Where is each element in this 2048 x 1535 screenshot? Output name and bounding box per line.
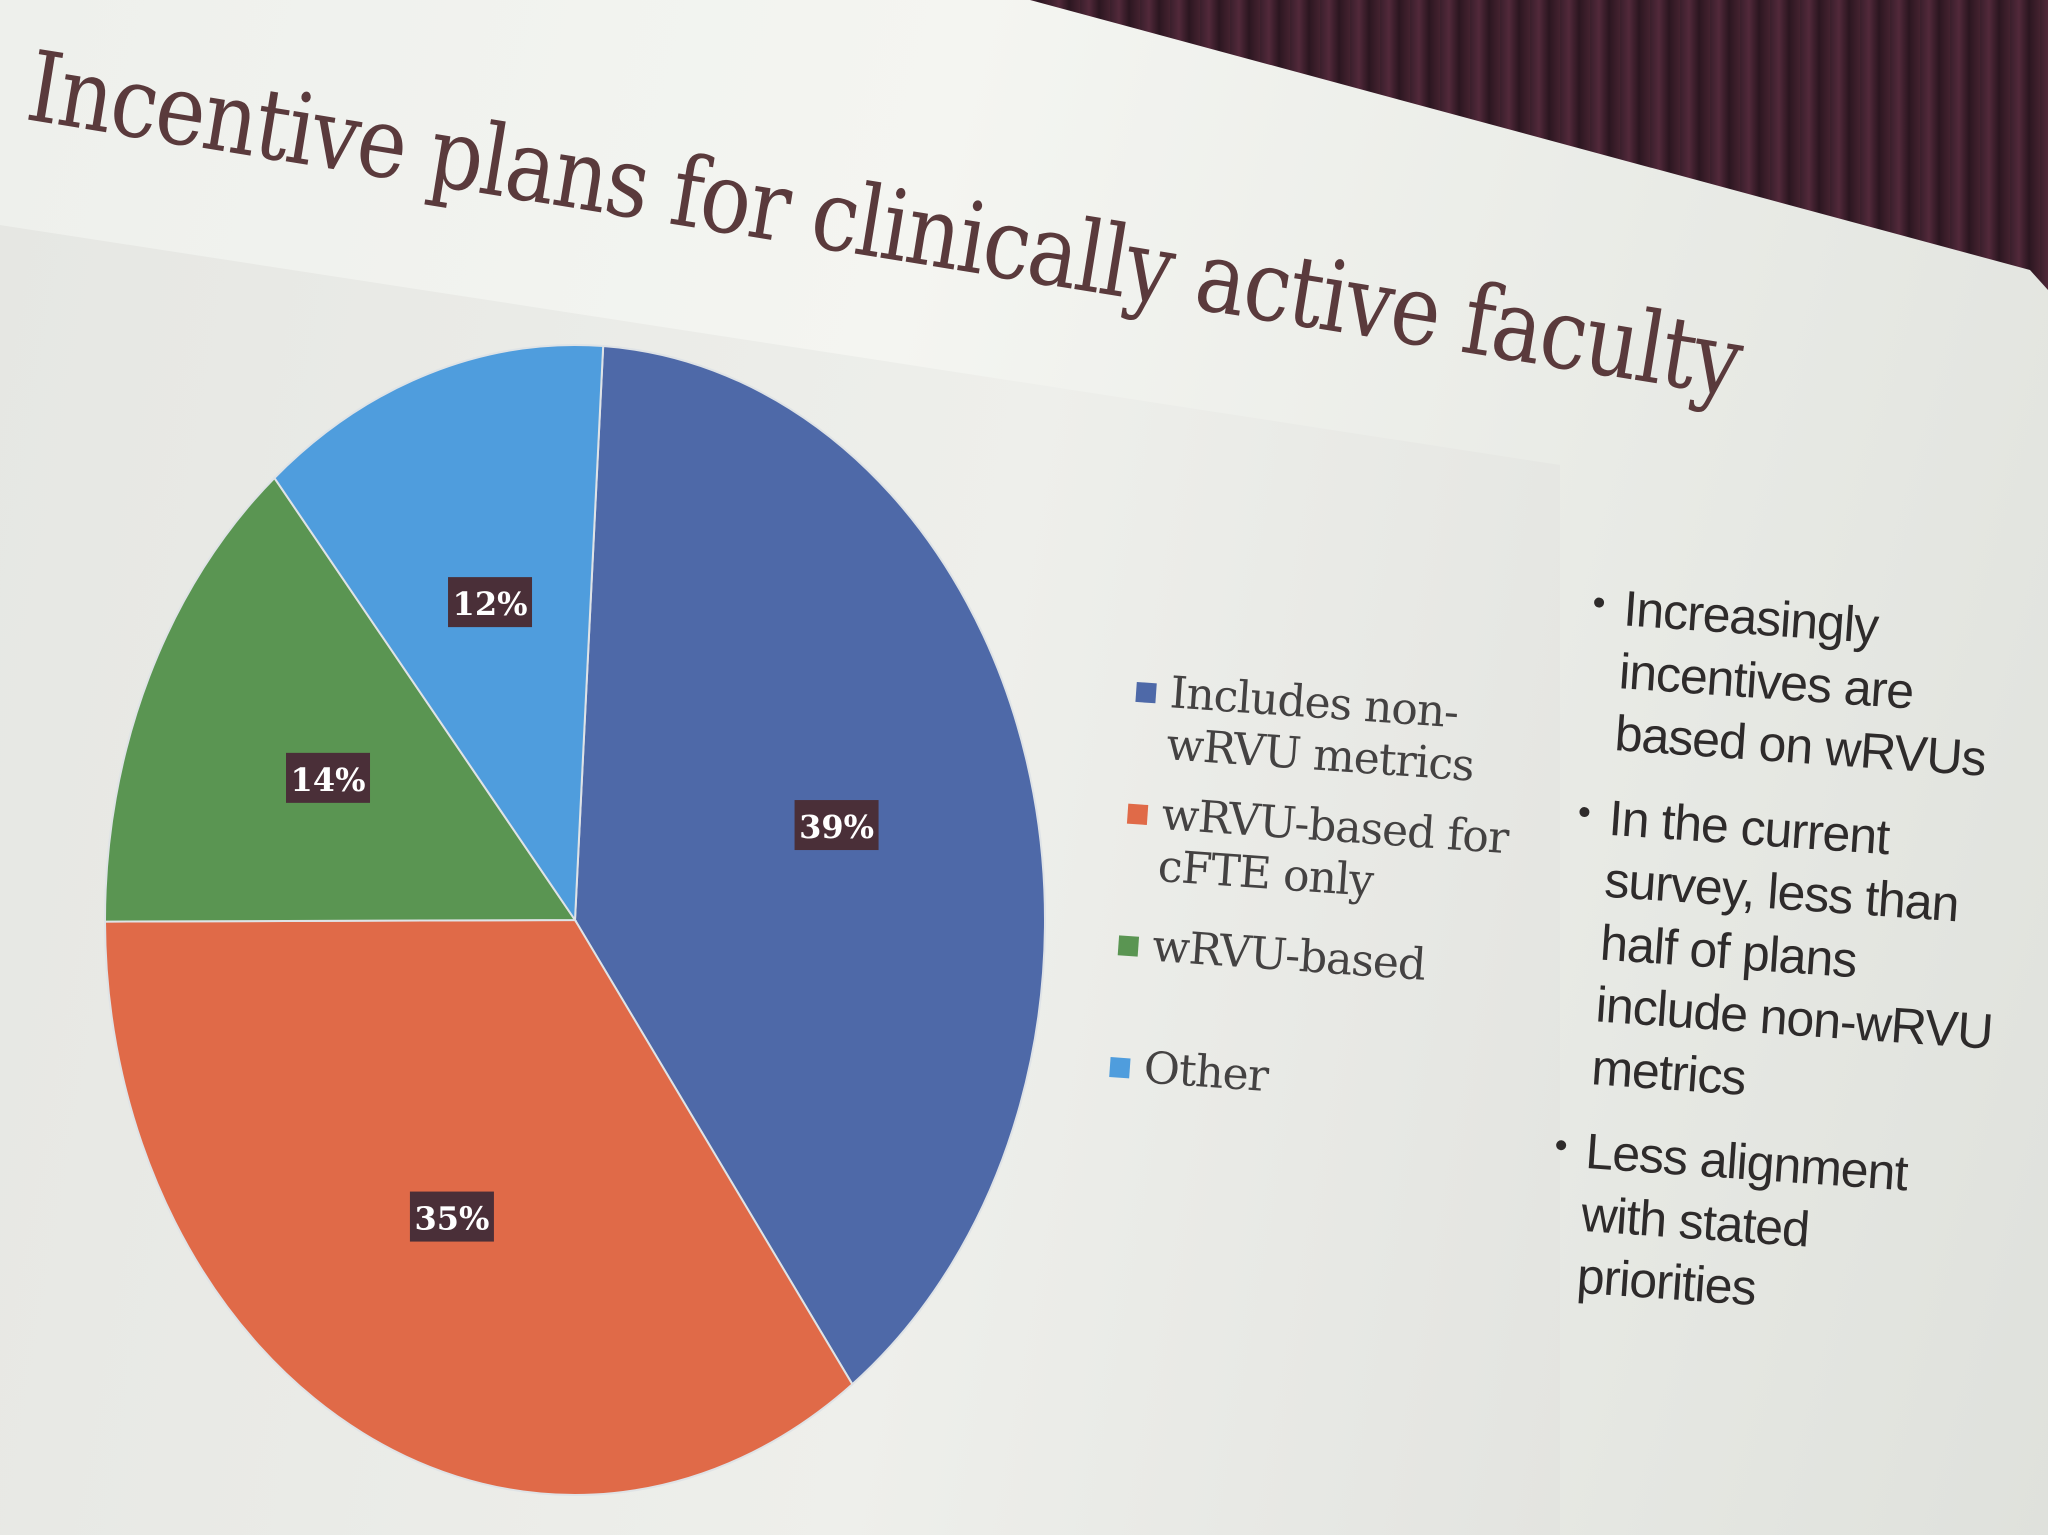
legend-label-cfte: wRVU-based for cFTE only (1156, 788, 1510, 907)
legend-swatch-other (1109, 1056, 1131, 1078)
pie-slice-non-wrvu (573, 344, 1046, 1386)
legend-label-wrvu: wRVU-based (1150, 920, 1427, 991)
legend-label-other: Other (1142, 1041, 1270, 1102)
data-label-wrvu: 14% (286, 752, 371, 803)
pie-slice-wrvu (104, 476, 577, 923)
data-label-box (794, 800, 879, 851)
data-label-box (409, 1191, 494, 1242)
legend-label-non-wrvu: Includes non-wRVU metrics (1164, 667, 1476, 792)
bullet-list: Increasingly incentives are based on wRV… (1541, 575, 2031, 1335)
data-label-text: 39% (799, 808, 874, 846)
data-label-text: 35% (414, 1200, 489, 1238)
chart-legend: Includes non-wRVU metrics wRVU-based for… (1108, 665, 1577, 1122)
bullet-text: Increasingly incentives are based on wRV… (1613, 580, 1988, 787)
data-label-text: 12% (453, 585, 528, 623)
bullet-item: Less alignment with stated priorities (1541, 1118, 1993, 1336)
legend-swatch-wrvu (1117, 934, 1140, 957)
data-label-text: 14% (291, 761, 366, 799)
data-label-non-wrvu: 39% (794, 800, 879, 851)
data-label-box (286, 752, 371, 803)
legend-item-wrvu: wRVU-based (1117, 918, 1560, 1000)
bullet-item: In the current survey, less than half of… (1556, 784, 2017, 1126)
legend-swatch-non-wrvu (1135, 681, 1157, 704)
bullet-dot (1555, 1139, 1567, 1151)
bullet-text: Less alignment with stated priorities (1575, 1123, 1910, 1317)
pie-slice-other (273, 344, 605, 924)
data-label-other: 12% (448, 577, 533, 628)
data-label-cfte: 35% (409, 1191, 494, 1242)
bullet-dot (1579, 806, 1590, 817)
legend-swatch-cfte (1126, 803, 1149, 825)
data-label-box (448, 577, 533, 628)
bullet-item: Increasingly incentives are based on wRV… (1579, 575, 2031, 793)
bullet-text: In the current survey, less than half of… (1589, 789, 1995, 1106)
legend-item-cfte: wRVU-based for cFTE only (1122, 787, 1568, 921)
bullet-dot (1593, 597, 1605, 608)
